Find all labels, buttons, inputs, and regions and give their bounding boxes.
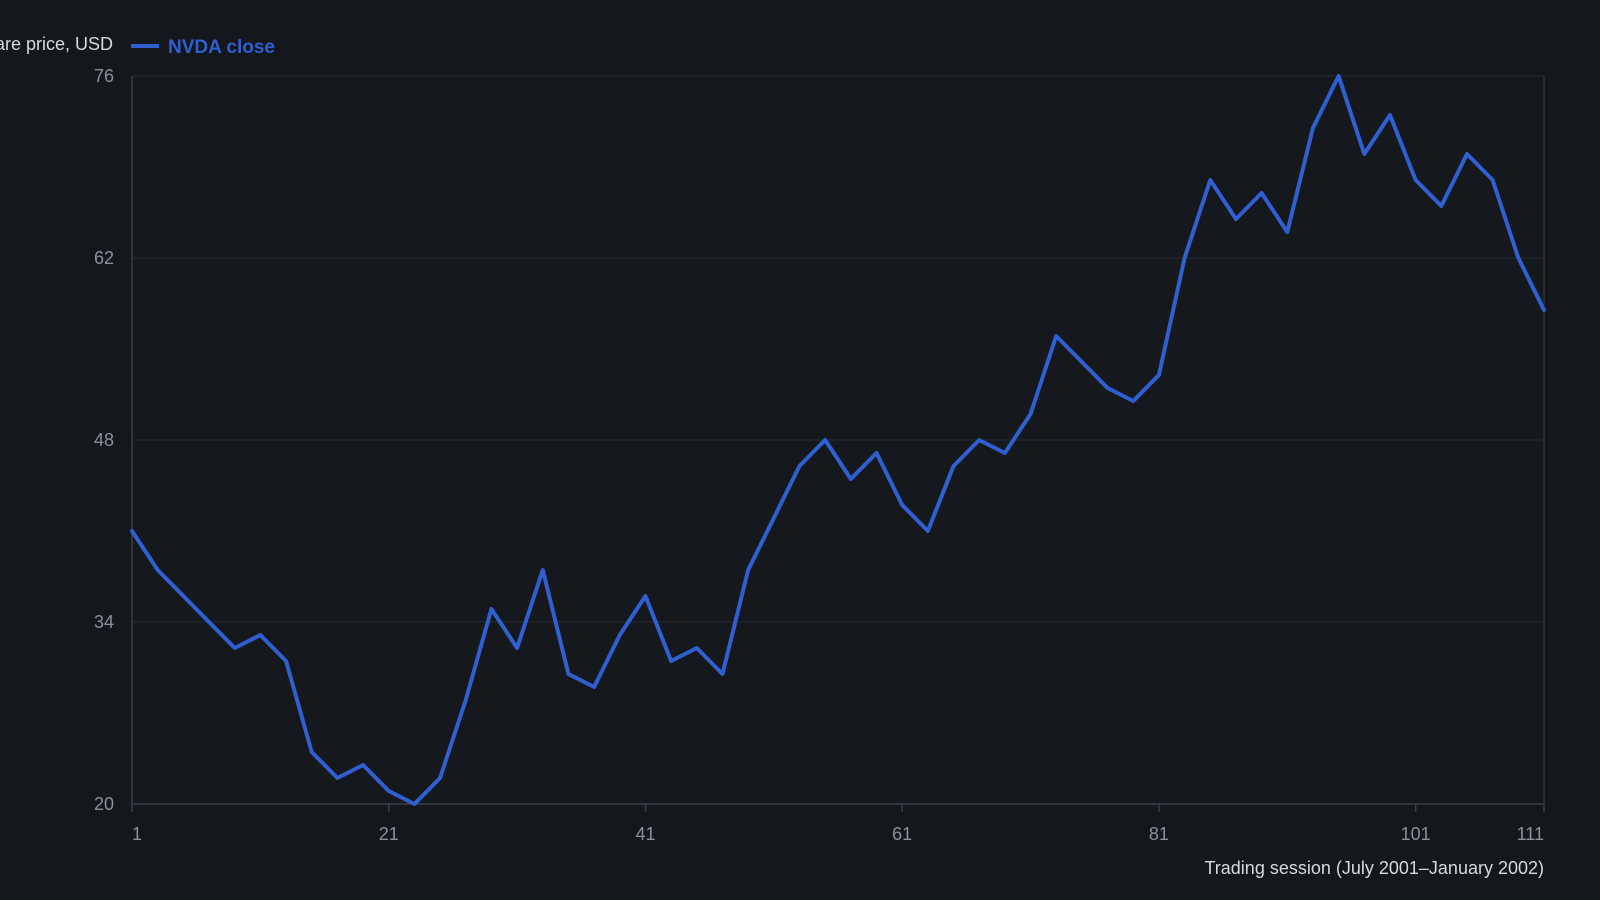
data-point <box>901 504 903 506</box>
data-point <box>1235 218 1237 220</box>
data-point <box>413 803 415 805</box>
series-layer <box>130 74 1546 806</box>
data-point <box>953 465 955 467</box>
series-line-nvda-close <box>130 74 1546 806</box>
data-point <box>619 634 621 636</box>
data-point <box>798 465 800 467</box>
x-tick-label: 21 <box>379 824 399 844</box>
data-point <box>465 699 467 701</box>
data-point <box>567 673 569 675</box>
data-point <box>876 452 878 454</box>
data-point <box>1466 153 1468 155</box>
data-point <box>850 478 852 480</box>
data-point <box>927 530 929 532</box>
data-point <box>1055 335 1057 337</box>
data-point <box>208 621 210 623</box>
data-point <box>593 686 595 688</box>
data-point <box>1184 257 1186 259</box>
data-point <box>336 777 338 779</box>
data-point <box>1543 309 1545 311</box>
y-axis: 20 34 48 62 76 <box>94 66 1545 814</box>
data-point <box>1107 387 1109 389</box>
x-tick-label: 61 <box>892 824 912 844</box>
data-point <box>234 647 236 649</box>
data-point <box>1081 361 1083 363</box>
data-point <box>721 673 723 675</box>
data-point <box>1517 257 1519 259</box>
data-point <box>1415 179 1417 181</box>
y-tick-label: 62 <box>94 248 114 268</box>
data-point <box>311 751 313 753</box>
y-axis-label: Share price, USD <box>0 34 113 54</box>
x-tick-label: 101 <box>1401 824 1431 844</box>
x-tick-label: 41 <box>635 824 655 844</box>
data-point <box>696 647 698 649</box>
x-tick-label: 81 <box>1149 824 1169 844</box>
data-point <box>670 660 672 662</box>
data-point <box>824 439 826 441</box>
data-point <box>1338 75 1340 77</box>
data-point <box>773 517 775 519</box>
x-tick-label: 111 <box>1517 824 1544 844</box>
data-point <box>1286 231 1288 233</box>
x-tick-label: 1 <box>132 824 142 844</box>
data-point <box>285 660 287 662</box>
data-point <box>1492 179 1494 181</box>
data-point <box>131 530 133 532</box>
data-point <box>1132 400 1134 402</box>
legend: NVDA close <box>131 37 275 58</box>
data-point <box>1004 452 1006 454</box>
data-point <box>1389 114 1391 116</box>
data-point <box>1209 179 1211 181</box>
data-point <box>516 647 518 649</box>
data-point <box>1158 374 1160 376</box>
data-point <box>157 569 159 571</box>
data-point <box>644 595 646 597</box>
data-point <box>747 569 749 571</box>
y-tick-label: 76 <box>94 66 114 86</box>
data-point <box>259 634 261 636</box>
data-point <box>542 569 544 571</box>
y-tick-label: 34 <box>94 612 114 632</box>
y-tick-label: 20 <box>94 794 114 814</box>
x-axis-label: Trading session (July 2001–January 2002) <box>1204 858 1544 878</box>
data-point <box>1440 205 1442 207</box>
data-point <box>1030 413 1032 415</box>
data-point <box>362 764 364 766</box>
data-point <box>490 608 492 610</box>
data-point <box>978 439 980 441</box>
x-axis: 1 21 41 61 81 101 111 <box>131 803 1545 844</box>
data-point <box>388 790 390 792</box>
data-point <box>1312 127 1314 129</box>
legend-label: NVDA close <box>168 37 275 58</box>
data-point <box>439 777 441 779</box>
data-point <box>1363 153 1365 155</box>
data-point <box>182 595 184 597</box>
data-point <box>1261 192 1263 194</box>
y-tick-label: 48 <box>94 430 114 450</box>
